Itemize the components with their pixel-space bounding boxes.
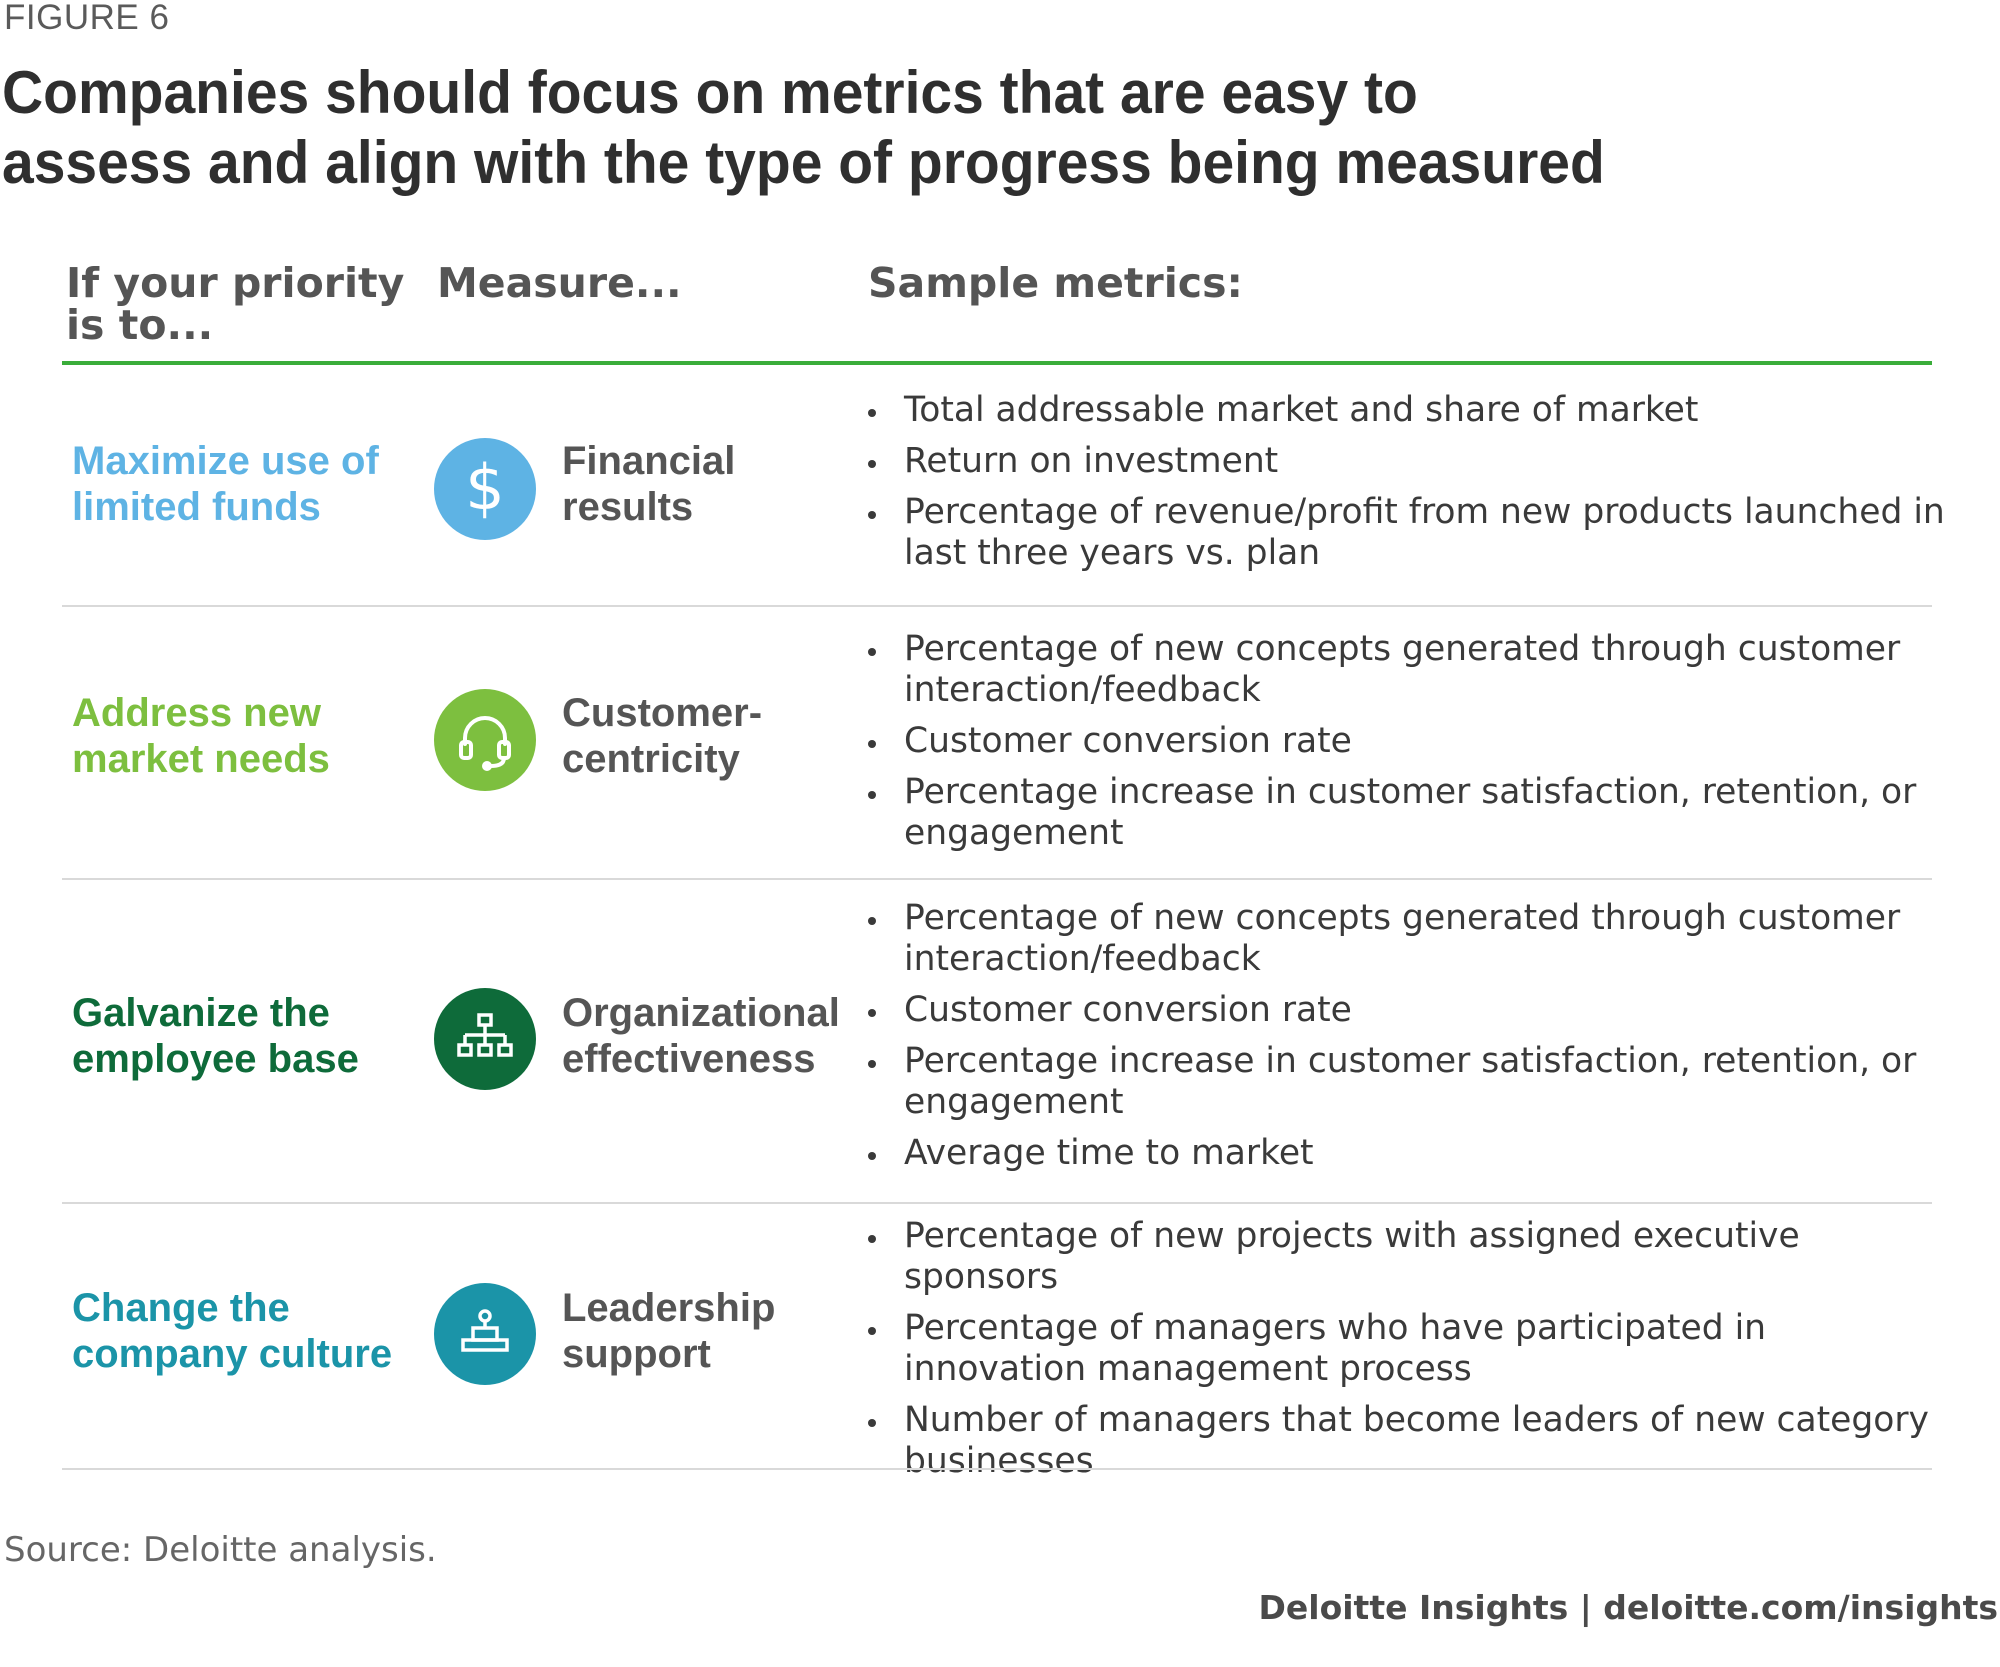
list-item: Percentage of new concepts generated thr… <box>868 629 1958 711</box>
source-note: Source: Deloitte analysis. <box>4 1530 437 1570</box>
list-item: Percentage of new concepts generated thr… <box>868 898 1958 980</box>
figure-label: FIGURE 6 <box>4 0 170 37</box>
list-item: Customer conversion rate <box>868 990 1958 1031</box>
metrics-list: Percentage of new concepts generated thr… <box>868 898 1958 1184</box>
headset-icon <box>434 689 536 791</box>
list-item: Percentage increase in customer satisfac… <box>868 1041 1958 1123</box>
measure-label: Leadership support <box>562 1286 776 1376</box>
dollar-sign-icon: $ <box>434 438 536 540</box>
list-item: Percentage increase in customer satisfac… <box>868 772 1958 854</box>
svg-text:$: $ <box>465 454 504 524</box>
header-divider <box>62 361 1932 365</box>
list-item: Total addressable market and share of ma… <box>868 390 1958 431</box>
measure-label: Financial results <box>562 439 736 529</box>
list-item: Percentage of revenue/profit from new pr… <box>868 492 1958 574</box>
org-chart-icon <box>434 988 536 1090</box>
measure-label: Organizational effectiveness <box>562 991 840 1081</box>
list-item: Number of managers that become leaders o… <box>868 1400 1958 1482</box>
header-measure: Measure... <box>437 259 682 307</box>
measure-label: Customer-centricity <box>562 691 763 781</box>
list-item: Average time to market <box>868 1133 1958 1174</box>
list-item: Percentage of new projects with assigned… <box>868 1216 1958 1298</box>
list-item: Percentage of managers who have particip… <box>868 1308 1958 1390</box>
priority-label: Address new market needs <box>72 691 330 781</box>
row-divider <box>62 1468 1932 1470</box>
header-metrics: Sample metrics: <box>868 259 1243 307</box>
metrics-list: Percentage of new projects with assigned… <box>868 1216 1958 1492</box>
list-item: Return on investment <box>868 441 1958 482</box>
list-item: Customer conversion rate <box>868 721 1958 762</box>
podium-icon <box>434 1283 536 1385</box>
row-divider <box>62 878 1932 880</box>
row-divider <box>62 605 1932 607</box>
header-priority: If your priority is to... <box>66 259 405 349</box>
priority-label: Galvanize the employee base <box>72 991 359 1081</box>
metrics-list: Total addressable market and share of ma… <box>868 390 1958 584</box>
priority-label: Maximize use of limited funds <box>72 439 379 529</box>
figure-title: Companies should focus on metrics that a… <box>2 59 1605 196</box>
footer-credit: Deloitte Insights | deloitte.com/insight… <box>1258 1588 1998 1627</box>
metrics-list: Percentage of new concepts generated thr… <box>868 629 1958 864</box>
priority-label: Change the company culture <box>72 1286 393 1376</box>
row-divider <box>62 1202 1932 1204</box>
